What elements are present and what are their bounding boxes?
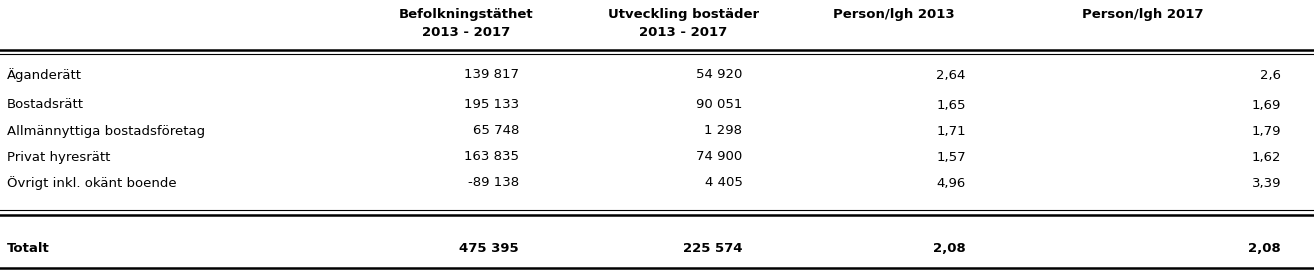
- Text: 65 748: 65 748: [473, 124, 519, 137]
- Text: Totalt: Totalt: [7, 242, 50, 254]
- Text: 1,57: 1,57: [936, 150, 966, 163]
- Text: 2,6: 2,6: [1260, 68, 1281, 81]
- Text: 1 298: 1 298: [704, 124, 742, 137]
- Text: Allmännyttiga bostadsföretag: Allmännyttiga bostadsföretag: [7, 124, 205, 137]
- Text: Person/lgh 2017: Person/lgh 2017: [1083, 8, 1204, 21]
- Text: 1,79: 1,79: [1252, 124, 1281, 137]
- Text: 1,65: 1,65: [937, 99, 966, 112]
- Text: 2013 - 2017: 2013 - 2017: [422, 26, 511, 39]
- Text: 4 405: 4 405: [704, 176, 742, 190]
- Text: 4,96: 4,96: [937, 176, 966, 190]
- Text: 1,71: 1,71: [936, 124, 966, 137]
- Text: Privat hyresrätt: Privat hyresrätt: [7, 150, 110, 163]
- Text: 139 817: 139 817: [464, 68, 519, 81]
- Text: Befolkningstäthet: Befolkningstäthet: [399, 8, 533, 21]
- Text: 74 900: 74 900: [696, 150, 742, 163]
- Text: 2,64: 2,64: [937, 68, 966, 81]
- Text: -89 138: -89 138: [468, 176, 519, 190]
- Text: Person/lgh 2013: Person/lgh 2013: [833, 8, 954, 21]
- Text: Övrigt inkl. okänt boende: Övrigt inkl. okänt boende: [7, 176, 176, 190]
- Text: 225 574: 225 574: [683, 242, 742, 254]
- Text: 3,39: 3,39: [1252, 176, 1281, 190]
- Text: Utveckling bostäder: Utveckling bostäder: [607, 8, 759, 21]
- Text: Bostadsrätt: Bostadsrätt: [7, 99, 84, 112]
- Text: 1,69: 1,69: [1252, 99, 1281, 112]
- Text: 2013 - 2017: 2013 - 2017: [639, 26, 728, 39]
- Text: Äganderätt: Äganderätt: [7, 68, 81, 82]
- Text: 54 920: 54 920: [696, 68, 742, 81]
- Text: 2,08: 2,08: [933, 242, 966, 254]
- Text: 2,08: 2,08: [1248, 242, 1281, 254]
- Text: 163 835: 163 835: [464, 150, 519, 163]
- Text: 90 051: 90 051: [696, 99, 742, 112]
- Text: 1,62: 1,62: [1252, 150, 1281, 163]
- Text: 475 395: 475 395: [460, 242, 519, 254]
- Text: 195 133: 195 133: [464, 99, 519, 112]
